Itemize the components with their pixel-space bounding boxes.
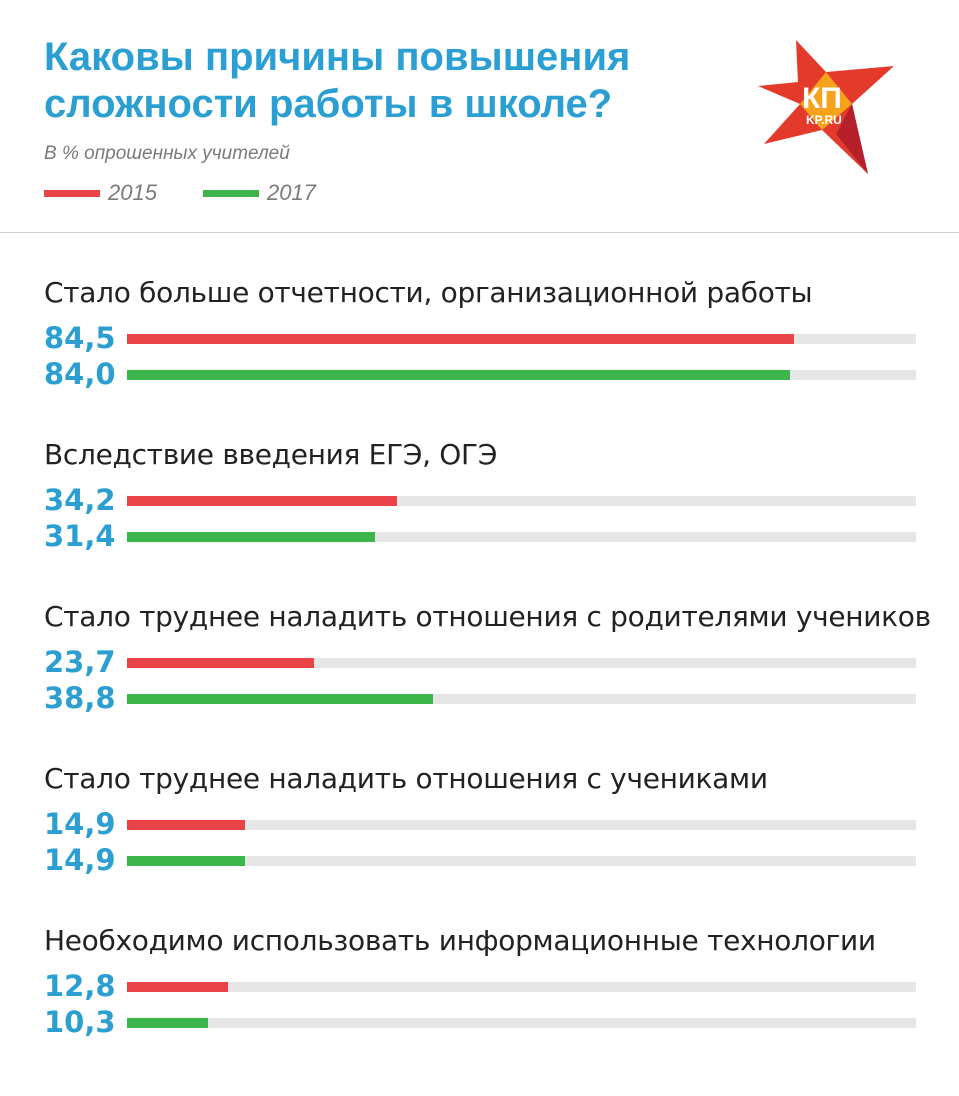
bar-2015 <box>127 496 397 506</box>
bar-row-2017: 38,8 <box>0 680 959 716</box>
legend-label-2017: 2017 <box>266 180 316 205</box>
bar-2017 <box>127 1018 208 1028</box>
bar-row-2015: 84,5 <box>0 320 959 356</box>
category-group: Стало труднее наладить отношения с учени… <box>0 762 959 922</box>
bar-2017 <box>127 370 790 380</box>
value-label: 84,0 <box>44 357 116 391</box>
chart-subtitle: В % опрошенных учителей <box>44 143 290 164</box>
bar-row-2017: 31,4 <box>0 518 959 554</box>
category-label: Стало больше отчетности, организационной… <box>44 276 813 309</box>
value-label: 38,8 <box>44 681 116 715</box>
bar-track <box>127 658 916 668</box>
category-label: Стало труднее наладить отношения с родит… <box>44 600 931 633</box>
value-label: 31,4 <box>44 519 116 553</box>
bar-2017 <box>127 856 245 866</box>
bar-2015 <box>127 982 228 992</box>
bar-row-2015: 14,9 <box>0 806 959 842</box>
page-title: Каковы причины повышения сложности работ… <box>44 35 631 126</box>
bar-track <box>127 1018 916 1028</box>
legend-swatch-2017 <box>202 189 259 197</box>
bar-row-2017: 14,9 <box>0 842 959 878</box>
bar-row-2017: 84,0 <box>0 356 959 392</box>
legend-item-2015: 2015 <box>44 180 157 206</box>
bar-track <box>127 694 916 704</box>
category-label: Вследствие введения ЕГЭ, ОГЭ <box>44 438 498 471</box>
value-label: 14,9 <box>44 807 116 841</box>
bar-2017 <box>127 694 433 704</box>
category-label: Необходимо использовать информационные т… <box>44 924 876 957</box>
bar-2017 <box>127 532 375 542</box>
bar-track <box>127 982 916 992</box>
bar-track <box>127 856 916 866</box>
logo-star-accent-2 <box>836 104 868 174</box>
value-label: 34,2 <box>44 483 116 517</box>
value-label: 84,5 <box>44 321 116 355</box>
bar-row-2015: 34,2 <box>0 482 959 518</box>
bar-row-2017: 10,3 <box>0 1004 959 1040</box>
value-label: 10,3 <box>44 1005 116 1039</box>
bar-track <box>127 370 916 380</box>
category-group: Вследствие введения ЕГЭ, ОГЭ 34,2 31,4 <box>0 438 959 598</box>
logo-star-accent <box>800 72 852 130</box>
value-label: 23,7 <box>44 645 116 679</box>
logo-subtext: KP.RU <box>806 113 842 127</box>
category-group: Стало труднее наладить отношения с родит… <box>0 600 959 760</box>
value-label: 14,9 <box>44 843 116 877</box>
kp-logo: КП KP.RU <box>758 40 894 174</box>
bar-track <box>127 334 916 344</box>
legend-item-2017: 2017 <box>202 180 316 206</box>
legend-label-2015: 2015 <box>108 180 157 205</box>
value-label: 12,8 <box>44 969 116 1003</box>
legend-swatch-2015 <box>44 189 100 197</box>
legend: 2015 2017 <box>44 180 362 206</box>
bar-track <box>127 820 916 830</box>
bar-track <box>127 496 916 506</box>
category-group: Стало больше отчетности, организационной… <box>0 276 959 436</box>
bar-row-2015: 12,8 <box>0 968 959 1004</box>
bar-2015 <box>127 820 245 830</box>
header-divider <box>0 232 959 233</box>
category-group: Необходимо использовать информационные т… <box>0 924 959 1084</box>
bar-2015 <box>127 658 314 668</box>
bar-row-2015: 23,7 <box>0 644 959 680</box>
logo-text: КП <box>802 82 842 115</box>
bar-2015 <box>127 334 794 344</box>
bar-track <box>127 532 916 542</box>
category-label: Стало труднее наладить отношения с учени… <box>44 762 768 795</box>
